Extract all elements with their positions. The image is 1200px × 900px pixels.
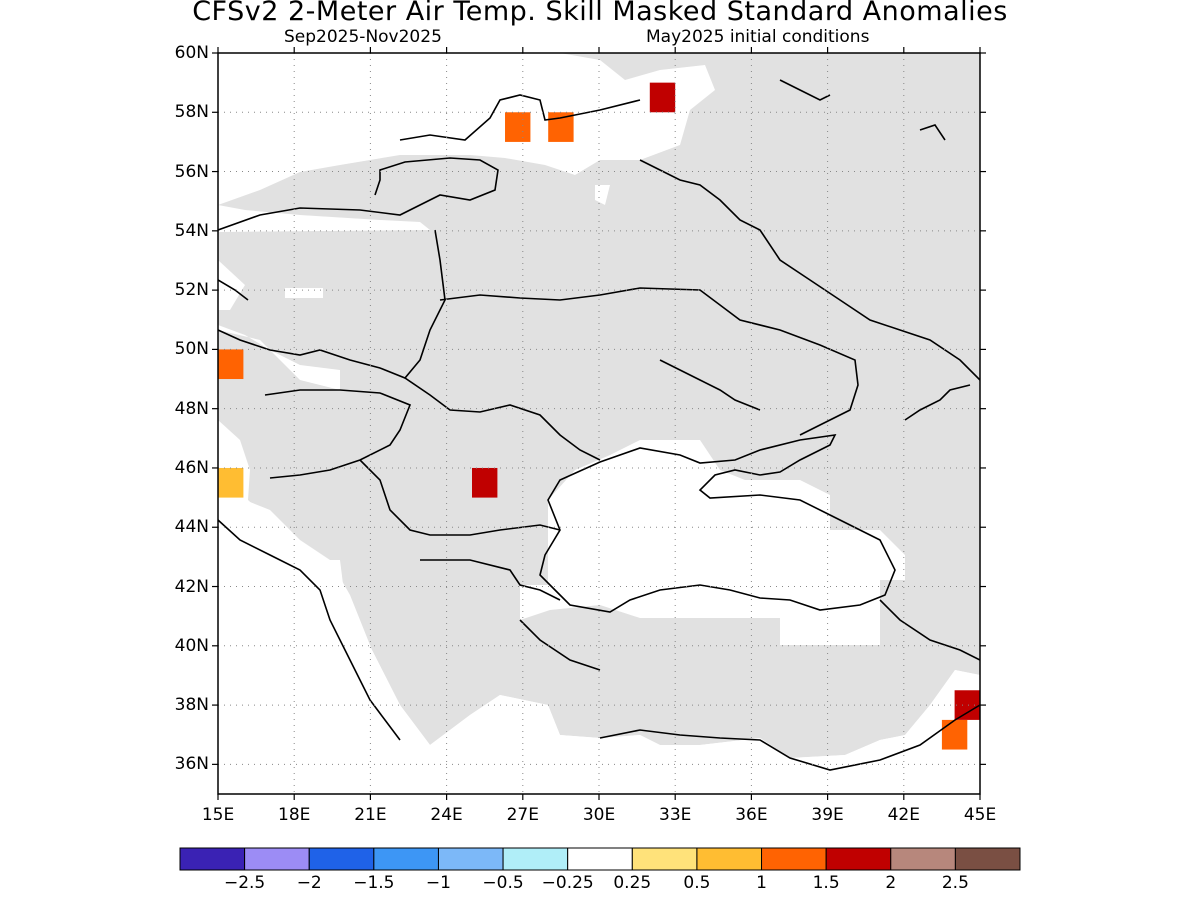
colorbar-swatch [373, 847, 439, 871]
lat-label: 48N [174, 398, 209, 419]
colorbar-label: 0.5 [683, 873, 711, 893]
lon-label: 21E [354, 805, 387, 825]
lon-label: 15E [201, 805, 235, 825]
colorbar-swatch [954, 847, 1021, 871]
colorbar-swatch [502, 847, 569, 871]
anomaly-cell [649, 82, 676, 113]
lat-label: 46N [174, 457, 209, 478]
colorbar-label: 1.5 [812, 873, 840, 893]
anomaly-cells [218, 82, 980, 750]
poland-unmasked [285, 288, 323, 298]
lat-label: 36N [174, 754, 209, 775]
northwest-unmasked [218, 205, 430, 232]
anomaly-cell [218, 349, 244, 380]
lon-label: 33E [659, 805, 692, 825]
north-small-unmasked [595, 185, 610, 205]
anomaly-cell [954, 690, 980, 720]
anomaly-cell [218, 467, 244, 498]
lat-label: 56N [174, 161, 209, 182]
map-title: CFSv2 2-Meter Air Temp. Skill Masked Sta… [192, 0, 1008, 27]
colorbar [179, 847, 1021, 871]
initial-conditions: May2025 initial conditions [646, 27, 870, 47]
lat-label: 40N [174, 635, 209, 656]
colorbar-swatch [179, 847, 246, 871]
colorbar-label: −2.5 [223, 873, 266, 893]
west-unmasked-1 [218, 260, 245, 310]
colorbar-swatch [631, 847, 698, 871]
lon-label: 18E [278, 805, 311, 825]
colorbar-label: −2 [296, 873, 322, 893]
colorbar-label: −0.25 [541, 873, 594, 893]
lon-label: 27E [506, 805, 539, 825]
colorbar-label: −1.5 [353, 873, 395, 893]
colorbar-swatch [761, 847, 827, 871]
lon-label: 30E [582, 805, 616, 825]
lon-label: 42E [887, 805, 920, 825]
colorbar-label: 1 [756, 873, 767, 893]
anomaly-cell [505, 112, 531, 142]
black-sea-unmasked [520, 440, 905, 645]
lat-label: 54N [174, 220, 209, 241]
lon-label: 39E [811, 805, 844, 825]
lat-label: 42N [174, 576, 209, 597]
forecast-period: Sep2025-Nov2025 [284, 27, 442, 47]
colorbar-label: 0.25 [613, 873, 652, 893]
west-unmasked-3 [218, 420, 280, 535]
colorbar-label: 2 [885, 873, 897, 893]
coastlines [218, 79, 980, 771]
lon-label: 36E [735, 805, 768, 825]
lat-label: 58N [174, 102, 209, 123]
aegean-unmasked [218, 560, 980, 794]
colorbar-swatch [244, 847, 310, 871]
colorbar-swatch [437, 847, 504, 871]
graticule [218, 53, 980, 794]
anomaly-cell [941, 719, 968, 750]
lon-label: 45E [963, 805, 997, 825]
colorbar-label: −0.5 [482, 873, 524, 893]
lon-label: 24E [430, 805, 463, 825]
colorbar-label: 2.5 [941, 873, 969, 893]
baltic-unmasked [218, 53, 715, 205]
colorbar-swatch [567, 847, 633, 871]
lat-label: 52N [174, 280, 209, 301]
axis-ticks [212, 47, 986, 800]
lat-label: 44N [174, 517, 209, 538]
colorbar-swatch [825, 847, 892, 871]
lat-label: 50N [174, 339, 209, 360]
map-area [218, 53, 980, 794]
west-unmasked-2 [218, 325, 340, 390]
colorbar-swatch [308, 847, 375, 871]
lat-label: 38N [174, 695, 209, 716]
colorbar-swatch [890, 847, 956, 871]
colorbar-label: −1 [425, 873, 451, 893]
colorbar-swatch [696, 847, 763, 871]
lat-label: 60N [174, 43, 209, 63]
anomaly-cell [472, 467, 498, 498]
